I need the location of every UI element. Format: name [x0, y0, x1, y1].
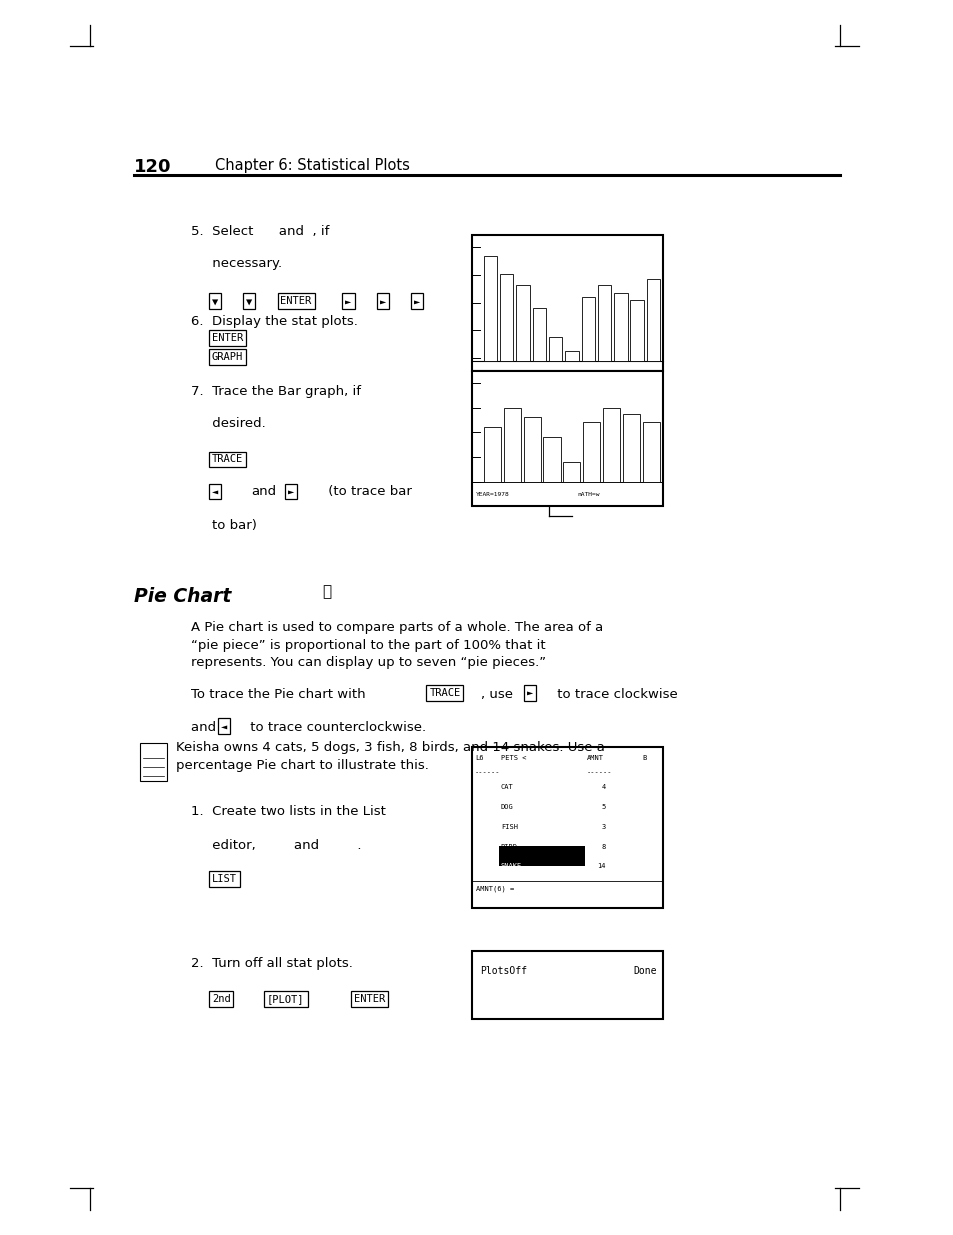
Text: 6.  Display the stat plots.: 6. Display the stat plots. — [191, 315, 357, 329]
Bar — [646, 279, 659, 361]
Text: GRAPH: GRAPH — [212, 352, 243, 362]
Text: to bar): to bar) — [212, 519, 256, 532]
Text: 8: 8 — [601, 844, 605, 850]
Bar — [564, 351, 578, 361]
Text: Pie Chart: Pie Chart — [133, 587, 231, 605]
Bar — [498, 846, 584, 866]
Text: TRACE: TRACE — [212, 454, 243, 464]
Bar — [630, 300, 643, 361]
Text: 14: 14 — [597, 863, 605, 869]
Bar — [548, 337, 561, 361]
Text: ENTER: ENTER — [280, 296, 312, 306]
Text: nATH=w: nATH=w — [577, 492, 599, 496]
Bar — [483, 256, 497, 361]
Text: ►: ► — [288, 487, 294, 496]
Text: desired.: desired. — [191, 417, 265, 431]
Text: A Pie chart is used to compare parts of a whole. The area of a
“pie piece” is pr: A Pie chart is used to compare parts of … — [191, 621, 602, 669]
Bar — [602, 408, 619, 482]
Text: and: and — [251, 485, 275, 498]
Text: BIRD: BIRD — [500, 844, 517, 850]
Text: (to trace bar: (to trace bar — [324, 485, 412, 498]
Text: FISH: FISH — [500, 824, 517, 830]
Text: ►: ► — [526, 688, 533, 698]
Text: ENTER: ENTER — [354, 994, 385, 1004]
Text: ►: ► — [379, 296, 386, 306]
Bar — [472, 235, 662, 370]
Bar — [532, 309, 545, 361]
Text: 7.  Trace the Bar graph, if: 7. Trace the Bar graph, if — [191, 385, 360, 399]
Text: YEAR=1978: YEAR=1978 — [476, 492, 509, 496]
Text: ------: ------ — [475, 769, 500, 776]
Text: 5.  Select      and  , if: 5. Select and , if — [191, 225, 329, 238]
Bar — [503, 408, 520, 482]
Bar — [516, 285, 529, 361]
Text: 3: 3 — [601, 824, 605, 830]
Text: PlotsOff: PlotsOff — [479, 966, 526, 976]
Text: to trace clockwise: to trace clockwise — [553, 688, 678, 701]
Text: AMNT(6) =: AMNT(6) = — [476, 885, 514, 892]
Text: 5: 5 — [601, 804, 605, 810]
Text: ►: ► — [414, 296, 420, 306]
Text: ------: ------ — [586, 769, 612, 776]
Text: To trace the Pie chart with: To trace the Pie chart with — [191, 688, 369, 701]
Bar — [140, 743, 167, 781]
Text: LIST: LIST — [212, 874, 236, 884]
Text: 2nd: 2nd — [212, 994, 231, 1004]
Bar — [483, 427, 500, 482]
Text: , use: , use — [480, 688, 517, 701]
Bar — [582, 422, 599, 482]
Text: necessary.: necessary. — [191, 257, 282, 270]
Text: ◄: ◄ — [212, 487, 218, 496]
Bar — [472, 370, 662, 506]
Text: 120: 120 — [133, 158, 171, 177]
Bar — [523, 417, 540, 482]
Text: ▼: ▼ — [212, 296, 218, 306]
Bar — [472, 951, 662, 1019]
Text: ►: ► — [345, 296, 352, 306]
Bar — [581, 296, 595, 361]
Text: 1.  Create two lists in the List: 1. Create two lists in the List — [191, 805, 385, 819]
Text: [PLOT]: [PLOT] — [267, 994, 304, 1004]
Text: PETS <: PETS < — [500, 755, 526, 761]
Text: ⌖: ⌖ — [322, 584, 332, 599]
Text: Chapter 6: Statistical Plots: Chapter 6: Statistical Plots — [214, 158, 409, 173]
Bar — [622, 415, 639, 482]
Text: and: and — [191, 721, 220, 735]
Bar — [563, 462, 579, 482]
Text: 2.  Turn off all stat plots.: 2. Turn off all stat plots. — [191, 957, 353, 971]
Text: CAT: CAT — [500, 784, 513, 790]
Text: AMNT: AMNT — [586, 755, 603, 761]
Text: editor,         and         .: editor, and . — [191, 839, 361, 852]
Bar — [614, 293, 627, 361]
Text: TRACE: TRACE — [429, 688, 460, 698]
Text: B: B — [641, 755, 645, 761]
Bar — [543, 437, 560, 482]
Text: ◄: ◄ — [221, 721, 228, 731]
Text: Done: Done — [633, 966, 657, 976]
Text: to trace counterclockwise.: to trace counterclockwise. — [246, 721, 426, 735]
Text: Keisha owns 4 cats, 5 dogs, 3 fish, 8 birds, and 14 snakes. Use a
percentage Pie: Keisha owns 4 cats, 5 dogs, 3 fish, 8 bi… — [176, 741, 605, 772]
Bar — [598, 285, 611, 361]
Text: SNAKE: SNAKE — [500, 863, 521, 869]
Bar — [642, 422, 659, 482]
Bar — [499, 274, 513, 361]
Text: L6: L6 — [475, 755, 483, 761]
Text: ENTER: ENTER — [212, 333, 243, 343]
Text: ▼: ▼ — [246, 296, 253, 306]
Bar — [472, 747, 662, 908]
Text: 4: 4 — [601, 784, 605, 790]
Text: DOG: DOG — [500, 804, 513, 810]
